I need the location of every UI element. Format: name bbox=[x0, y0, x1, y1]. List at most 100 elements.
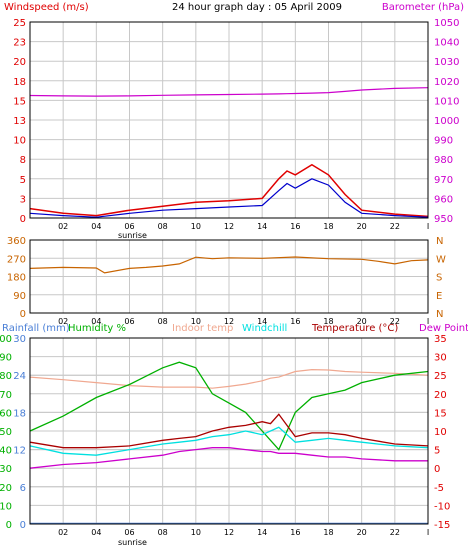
direction-xtick-label: 10 bbox=[191, 317, 201, 326]
compass-ytick-label: N bbox=[436, 236, 443, 247]
wind-xtick-label: 20 bbox=[357, 222, 367, 231]
wind-ytick-label: 20 bbox=[13, 57, 26, 68]
temperature-ytick-label: 30 bbox=[434, 353, 447, 364]
barometer-ytick-label: 1040 bbox=[434, 38, 459, 49]
temperature-ytick-label: -10 bbox=[434, 501, 450, 512]
barometer-ytick-label: 950 bbox=[434, 214, 453, 225]
humidity-ytick-label: 30 bbox=[0, 464, 12, 475]
humidity-ytick-label: 80 bbox=[0, 371, 12, 382]
climate-xtick-label: 22 bbox=[390, 528, 400, 537]
humidity-ytick-label: 100 bbox=[0, 334, 12, 345]
barometer-ytick-label: 1050 bbox=[434, 18, 459, 29]
wind-ytick-label: 23 bbox=[13, 38, 26, 49]
climate-xtick-label: 16 bbox=[290, 528, 300, 537]
temperature-ytick-label: 15 bbox=[434, 408, 447, 419]
temperature-legend: Temperature (°C) bbox=[311, 323, 398, 334]
temperature-line bbox=[29, 413, 429, 449]
wind-average-line bbox=[29, 178, 429, 218]
wind-xtick-label: 08 bbox=[158, 222, 168, 231]
rainfall-ytick-label: 24 bbox=[13, 371, 26, 382]
wind-xtick-label: 06 bbox=[124, 222, 134, 231]
wind-xtick-label: 16 bbox=[290, 222, 300, 231]
compass-ytick-label: W bbox=[436, 254, 446, 265]
barometer-ytick-label: 1030 bbox=[434, 57, 459, 68]
compass-ytick-label: N bbox=[436, 309, 443, 320]
direction-ytick-label: 0 bbox=[20, 309, 26, 320]
wind-xtick-label: 02 bbox=[58, 222, 68, 231]
direction-xtick-label: 08 bbox=[158, 317, 168, 326]
dewpoint-line bbox=[29, 447, 428, 469]
barometer-ytick-label: 1020 bbox=[434, 77, 459, 88]
humidity-ytick-label: 90 bbox=[0, 353, 12, 364]
wind-ytick-label: 18 bbox=[13, 77, 26, 88]
climate-xtick-label: 04 bbox=[91, 528, 101, 537]
climate-xtick-label: 06 bbox=[124, 528, 134, 537]
climate-xtick-label: 08 bbox=[158, 528, 168, 537]
temperature-ytick-label: 25 bbox=[434, 371, 447, 382]
rainfall-ytick-label: 12 bbox=[13, 446, 26, 457]
rainfall-ytick-label: 18 bbox=[13, 408, 26, 419]
windspeed-axis-title: Windspeed (m/s) bbox=[4, 2, 89, 13]
wind-direction-line bbox=[29, 256, 429, 274]
humidity-ytick-label: 20 bbox=[0, 483, 12, 494]
barometer-ytick-label: 1010 bbox=[434, 96, 459, 107]
temperature-ytick-label: 0 bbox=[434, 464, 440, 475]
direction-xtick-label: 16 bbox=[290, 317, 300, 326]
humidity-legend: Humidity % bbox=[68, 323, 126, 334]
direction-xtick-label: 02 bbox=[58, 317, 68, 326]
indoor-temp-legend: Indoor temp bbox=[172, 323, 233, 334]
wind-ytick-label: 13 bbox=[13, 116, 26, 127]
wind-ytick-label: 3 bbox=[20, 194, 26, 205]
climate-xtick-label: 14 bbox=[257, 528, 267, 537]
chart-title: 24 hour graph day : 05 April 2009 bbox=[172, 2, 342, 13]
wind-panel-frame bbox=[29, 21, 429, 219]
indoor-temp-line bbox=[29, 368, 429, 389]
barometer-ytick-label: 970 bbox=[434, 175, 453, 186]
wind-xtick-label: 04 bbox=[91, 222, 101, 231]
humidity-ytick-label: 0 bbox=[6, 520, 12, 531]
climate-xtick-label: I bbox=[427, 528, 429, 537]
direction-xtick-label: I bbox=[427, 317, 429, 326]
climate-panel-frame bbox=[29, 337, 429, 525]
direction-ytick-label: 180 bbox=[7, 273, 26, 284]
sunrise-label-bottom: sunrise bbox=[118, 538, 147, 547]
temperature-ytick-label: -5 bbox=[434, 483, 444, 494]
direction-ytick-label: 360 bbox=[7, 236, 26, 247]
climate-xtick-label: 02 bbox=[58, 528, 68, 537]
wind-gust-line bbox=[29, 163, 429, 218]
temperature-ytick-label: 5 bbox=[434, 446, 440, 457]
wind-xtick-label: 14 bbox=[257, 222, 267, 231]
wind-xtick-label: 18 bbox=[323, 222, 333, 231]
sunrise-label-top: sunrise bbox=[118, 231, 147, 240]
windchill-line bbox=[29, 426, 429, 456]
climate-xtick-label: 18 bbox=[323, 528, 333, 537]
wind-xtick-label: 10 bbox=[191, 222, 201, 231]
humidity-line bbox=[29, 361, 429, 451]
direction-xtick-label: 04 bbox=[91, 317, 101, 326]
barometer-line bbox=[29, 87, 429, 97]
direction-panel-frame bbox=[29, 239, 429, 314]
wind-xtick-label: I bbox=[427, 222, 429, 231]
direction-xtick-label: 20 bbox=[357, 317, 367, 326]
climate-xtick-label: 20 bbox=[357, 528, 367, 537]
windchill-legend: Windchill bbox=[242, 323, 287, 334]
direction-xtick-label: 14 bbox=[257, 317, 267, 326]
wind-ytick-label: 8 bbox=[20, 155, 26, 166]
barometer-ytick-label: 1000 bbox=[434, 116, 459, 127]
direction-xtick-label: 12 bbox=[224, 317, 234, 326]
direction-ytick-label: 270 bbox=[7, 254, 26, 265]
wind-ytick-label: 0 bbox=[20, 214, 26, 225]
wind-xtick-label: 22 bbox=[390, 222, 400, 231]
direction-ytick-label: 90 bbox=[13, 291, 26, 302]
temperature-ytick-label: 10 bbox=[434, 427, 447, 438]
compass-ytick-label: E bbox=[436, 291, 442, 302]
humidity-ytick-label: 40 bbox=[0, 446, 12, 457]
climate-xtick-label: 10 bbox=[191, 528, 201, 537]
barometer-ytick-label: 960 bbox=[434, 194, 453, 205]
direction-xtick-label: 18 bbox=[323, 317, 333, 326]
barometer-axis-title: Barometer (hPa) bbox=[382, 2, 464, 13]
wind-ytick-label: 25 bbox=[13, 18, 26, 29]
humidity-ytick-label: 70 bbox=[0, 390, 12, 401]
